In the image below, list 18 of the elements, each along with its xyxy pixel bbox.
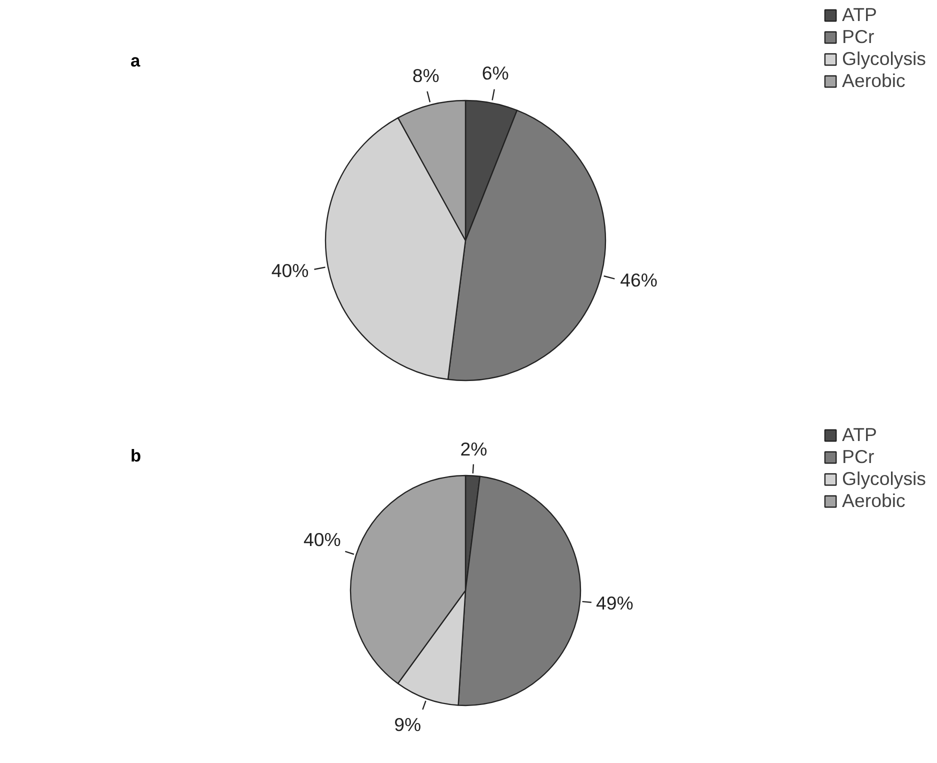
legend-label: Aerobic	[842, 70, 906, 92]
text: b	[130, 446, 142, 466]
data-label: 46%	[620, 270, 658, 291]
legend-label: PCr	[842, 26, 874, 48]
legend-label: Aerobic	[842, 490, 906, 512]
data-label: 49%	[596, 592, 634, 614]
data-label: 40%	[271, 260, 309, 281]
legend-label: ATP	[842, 4, 877, 26]
data-label: 40%	[303, 528, 341, 550]
data-label: 2%	[460, 438, 488, 460]
legend-label: Glycolysis	[842, 48, 926, 70]
text: a	[130, 50, 140, 70]
legend-label: Glycolysis	[842, 468, 926, 490]
legend-label: ATP	[842, 424, 877, 446]
data-label: 8%	[412, 64, 440, 86]
legend-label: PCr	[842, 446, 874, 468]
data-label: 9%	[394, 714, 422, 735]
data-label: 6%	[482, 62, 509, 84]
